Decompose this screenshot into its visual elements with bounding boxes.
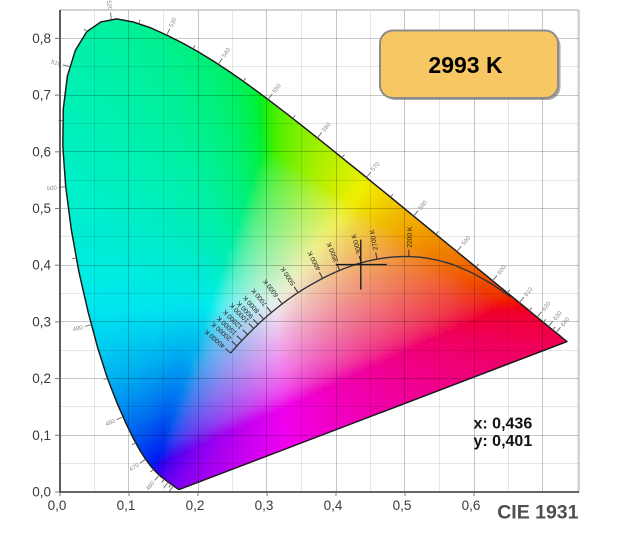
svg-text:0,1: 0,1 (32, 428, 51, 443)
svg-text:y: 0,401: y: 0,401 (474, 433, 533, 450)
svg-text:0,3: 0,3 (255, 498, 274, 513)
svg-text:0,3: 0,3 (32, 314, 51, 329)
svg-text:0,5: 0,5 (393, 498, 412, 513)
svg-text:0,6: 0,6 (462, 498, 481, 513)
svg-text:0,4: 0,4 (324, 498, 343, 513)
svg-text:0,1: 0,1 (117, 498, 136, 513)
svg-text:x: 0,436: x: 0,436 (474, 416, 533, 433)
svg-text:0,2: 0,2 (32, 371, 51, 386)
svg-text:2993 K: 2993 K (428, 52, 503, 78)
svg-text:0,6: 0,6 (32, 144, 51, 159)
svg-text:0,2: 0,2 (186, 498, 205, 513)
svg-text:0,5: 0,5 (32, 201, 51, 216)
svg-text:0,8: 0,8 (32, 31, 51, 46)
svg-text:2200 K: 2200 K (407, 226, 414, 248)
svg-text:0,0: 0,0 (48, 498, 67, 513)
svg-text:500: 500 (47, 186, 58, 193)
svg-text:CIE 1931: CIE 1931 (497, 502, 578, 524)
svg-text:0,4: 0,4 (32, 258, 51, 273)
svg-text:0,7: 0,7 (32, 88, 51, 103)
